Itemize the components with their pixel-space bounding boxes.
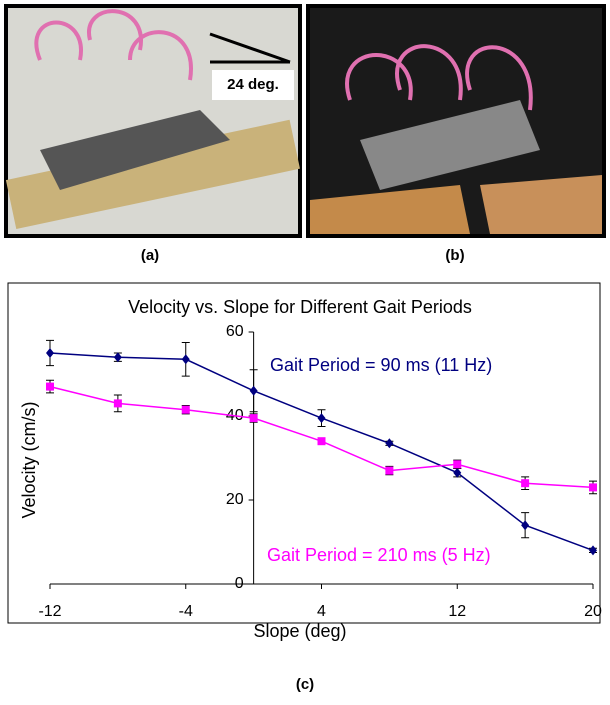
x-tick-label: 12	[448, 603, 466, 620]
marker	[589, 483, 597, 491]
marker	[46, 383, 54, 391]
x-tick-label: 20	[584, 603, 602, 620]
x-axis-label: Slope (deg)	[253, 621, 346, 641]
chart-title: Velocity vs. Slope for Different Gait Pe…	[128, 297, 472, 317]
y-tick-label: 60	[226, 323, 244, 340]
legend-label: Gait Period = 210 ms (5 Hz)	[267, 545, 491, 565]
photo-b	[306, 4, 606, 238]
angle-annotation: 24 deg.	[227, 76, 279, 93]
marker	[453, 460, 461, 468]
y-axis-label: Velocity (cm/s)	[19, 401, 39, 518]
x-tick-label: -4	[179, 603, 193, 620]
y-tick-label: 20	[226, 491, 244, 508]
legend-label: Gait Period = 90 ms (11 Hz)	[270, 355, 492, 375]
y-tick-label: 0	[235, 575, 244, 592]
x-tick-label: -12	[38, 603, 61, 620]
marker	[385, 467, 393, 475]
marker	[521, 479, 529, 487]
x-tick-label: 4	[317, 603, 326, 620]
marker	[250, 414, 258, 422]
marker	[114, 399, 122, 407]
chart-frame	[8, 283, 600, 623]
marker	[318, 437, 326, 445]
panel-label: (b)	[445, 247, 464, 264]
photo-a: 24 deg.	[4, 4, 302, 238]
marker	[182, 406, 190, 414]
panel-label: (a)	[141, 247, 159, 264]
figure: 24 deg. (a) (b) Velocity vs. Slope for D…	[0, 0, 610, 700]
panel-label: (c)	[296, 676, 314, 693]
